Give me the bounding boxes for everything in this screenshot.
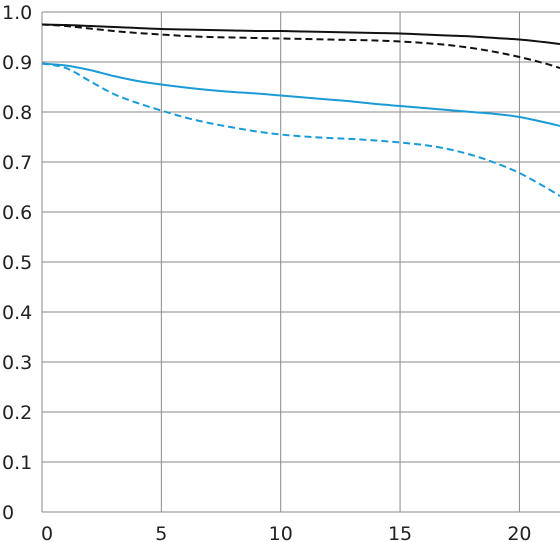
y-tick-label: 0.1 [2,452,32,474]
series-line-1 [41,23,560,45]
y-tick-label: 0.5 [2,252,32,274]
y-tick-label: 0.2 [2,402,32,424]
y-tick-label: 0 [2,502,14,524]
y-tick-label: 0.9 [2,52,32,74]
x-tick-label: 10 [269,523,293,542]
y-tick-label: 0.8 [2,102,32,124]
x-tick-label: 20 [507,523,531,542]
series-layer [41,23,560,197]
y-tick-label: 0.7 [2,152,32,174]
y-tick-label: 1.0 [2,2,32,24]
grid-layer [41,11,560,513]
x-tick-label: 5 [155,523,167,542]
series-line-3 [41,62,560,127]
y-tick-label: 0.3 [2,352,32,374]
series-line-4 [41,62,560,197]
x-tick-label: 15 [388,523,412,542]
series-line-2 [41,23,560,69]
y-tick-label: 0.4 [2,302,32,324]
tick-layer: 0 0.1 0.2 0.3 0.4 0.5 0.6 0.7 0.8 0.9 1.0 0 5 10 15 20 [2,2,532,542]
y-tick-label: 0.6 [2,202,32,224]
x-tick-label: 0 [41,523,53,542]
